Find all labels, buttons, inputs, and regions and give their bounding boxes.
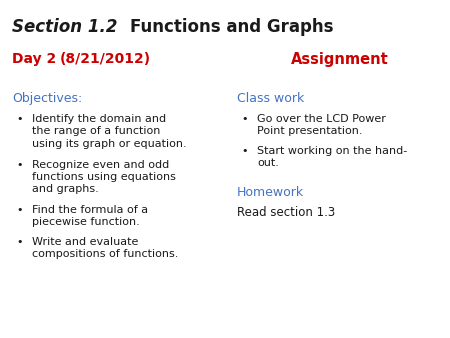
- Text: Homework: Homework: [237, 186, 304, 199]
- Text: Go over the LCD Power
Point presentation.: Go over the LCD Power Point presentation…: [257, 114, 386, 137]
- Text: •: •: [241, 114, 248, 124]
- Text: Day 2: Day 2: [12, 52, 56, 66]
- Text: Read section 1.3: Read section 1.3: [237, 206, 335, 219]
- Text: Section 1.2: Section 1.2: [12, 18, 117, 36]
- Text: Class work: Class work: [237, 92, 304, 105]
- Text: Assignment: Assignment: [291, 52, 389, 67]
- Text: •: •: [16, 114, 22, 124]
- Text: Find the formula of a
piecewise function.: Find the formula of a piecewise function…: [32, 205, 148, 227]
- Text: Functions and Graphs: Functions and Graphs: [130, 18, 333, 36]
- Text: •: •: [16, 205, 22, 215]
- Text: Start working on the hand-
out.: Start working on the hand- out.: [257, 146, 407, 168]
- Text: •: •: [241, 146, 248, 156]
- Text: Identify the domain and
the range of a function
using its graph or equation.: Identify the domain and the range of a f…: [32, 114, 187, 149]
- Text: Objectives:: Objectives:: [12, 92, 82, 105]
- Text: (8/21/2012): (8/21/2012): [60, 52, 151, 66]
- Text: Write and evaluate
compositions of functions.: Write and evaluate compositions of funct…: [32, 237, 178, 259]
- Text: Recognize even and odd
functions using equations
and graphs.: Recognize even and odd functions using e…: [32, 160, 176, 194]
- Text: •: •: [16, 237, 22, 247]
- Text: •: •: [16, 160, 22, 169]
